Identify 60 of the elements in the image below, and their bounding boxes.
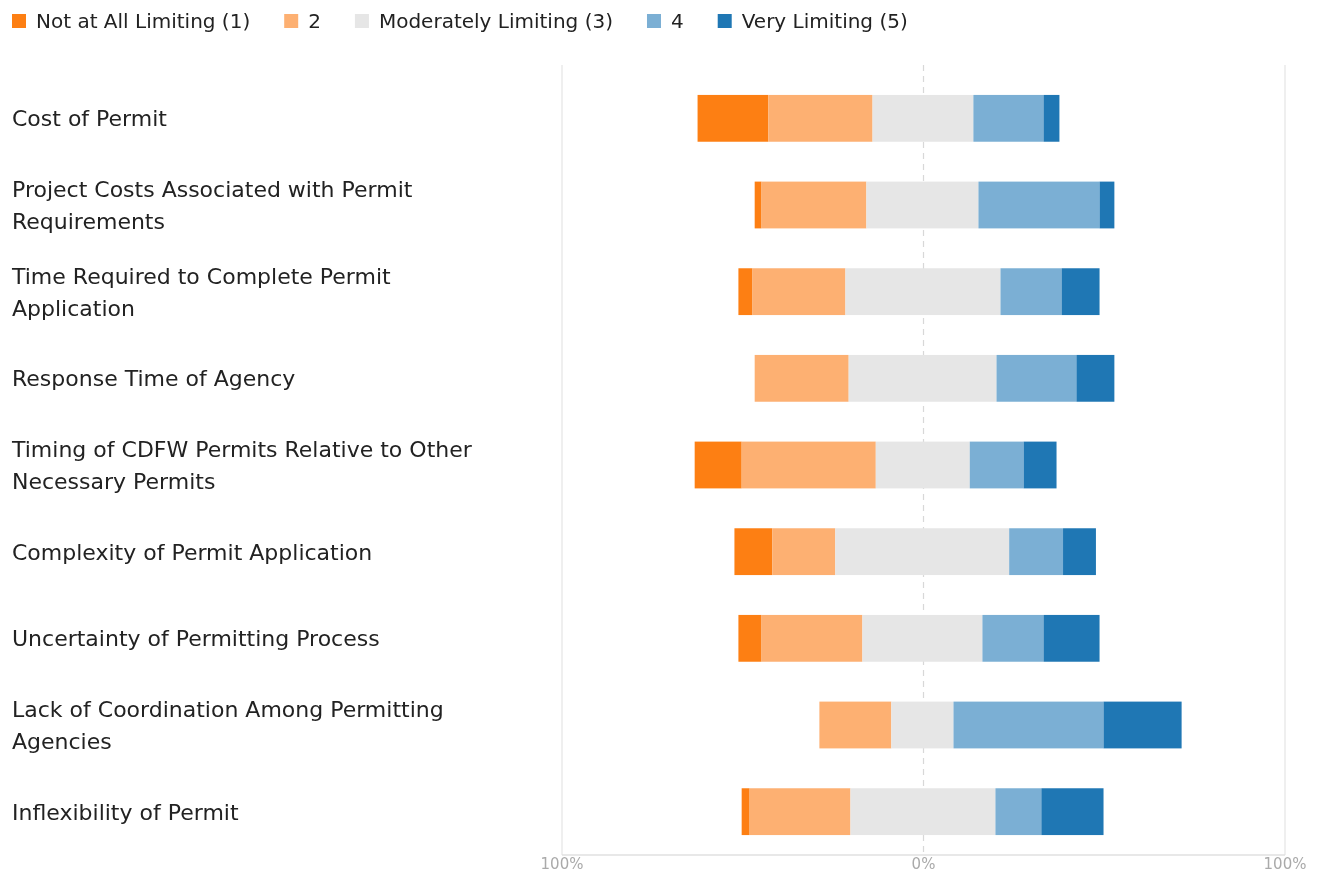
bar	[875, 441, 970, 489]
y-tick-label: Complexity of Permit Application	[12, 539, 373, 565]
bar	[761, 181, 867, 229]
bar	[819, 701, 892, 749]
bar	[752, 268, 846, 316]
bar	[697, 94, 769, 142]
bar	[754, 181, 762, 229]
bar	[891, 701, 954, 749]
bar	[978, 181, 1100, 229]
legend-label: 4	[670, 9, 684, 33]
bar	[741, 441, 876, 489]
y-tick-label: Response Time of Agency	[12, 366, 296, 392]
bar	[982, 614, 1044, 662]
bar	[1043, 614, 1100, 662]
legend-label: 2	[308, 9, 321, 33]
bar	[850, 788, 996, 836]
bar	[845, 268, 1001, 316]
y-tick-label: Time Required to Complete Permit Application	[11, 263, 392, 321]
y-tick-label: Project Costs Associated with Permit Requirements	[12, 177, 413, 234]
y-tick-label: Timing of CDFW Permits Relative to Other Necessary Permits	[11, 437, 473, 494]
y-tick-label: Cost of Permit	[12, 106, 168, 132]
bar	[761, 614, 863, 662]
bar	[1009, 528, 1064, 576]
bar	[835, 528, 1010, 576]
bar	[1076, 354, 1115, 402]
legend-label: Moderately Limiting (3)	[378, 9, 613, 33]
bar	[754, 354, 849, 402]
x-tick-label: 100%	[1263, 855, 1307, 872]
bar	[1041, 788, 1104, 836]
y-tick-label: Uncertainty of Permitting Process	[12, 626, 380, 652]
bar	[772, 528, 836, 576]
bar	[1000, 268, 1062, 316]
bar	[1061, 268, 1100, 316]
legend-label: Not at All Limiting (1)	[36, 9, 251, 33]
y-tick-label: Lack of Coordination Among Permitting Agencies	[12, 697, 444, 754]
x-tick-label: 100%	[540, 855, 584, 872]
bar	[738, 268, 753, 316]
bar	[996, 354, 1077, 402]
bar	[872, 94, 974, 142]
bar	[734, 528, 773, 576]
bar	[741, 788, 750, 836]
bar	[953, 701, 1104, 749]
bar	[995, 788, 1042, 836]
x-tick-label: 0%	[911, 855, 936, 872]
bar	[969, 441, 1024, 489]
bar	[1099, 181, 1115, 229]
bar	[1023, 441, 1057, 489]
bar	[848, 354, 997, 402]
bar	[973, 94, 1044, 142]
y-tick-label: Inflexibility of Permit	[12, 799, 239, 825]
bar	[1103, 701, 1182, 749]
bar	[694, 441, 742, 489]
bar	[866, 181, 979, 229]
bar	[749, 788, 851, 836]
legend-label: Very Limiting (5)	[741, 9, 908, 33]
bar	[1063, 528, 1096, 576]
bar	[862, 614, 983, 662]
bar	[1043, 94, 1060, 142]
bar	[768, 94, 873, 142]
bar	[738, 614, 762, 662]
